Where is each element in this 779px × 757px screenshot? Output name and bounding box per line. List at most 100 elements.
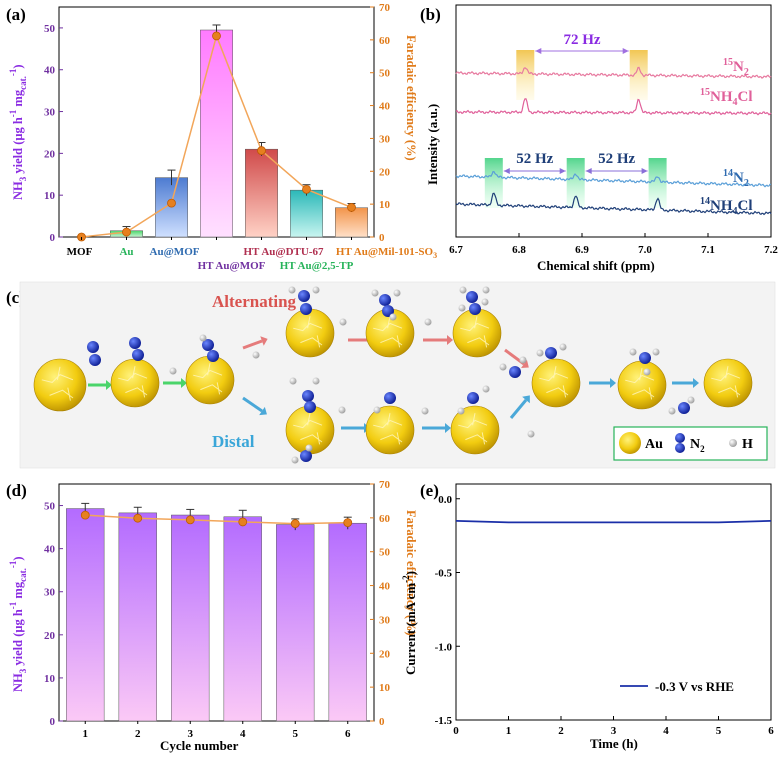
arrow-52hz-1-head-left [503, 168, 510, 174]
right-tick-label: 10 [379, 199, 391, 211]
right-tick-label: 10 [379, 682, 391, 694]
legend-h: H [742, 437, 753, 452]
h-atom [652, 348, 660, 356]
panel-a-bars [110, 24, 368, 238]
current-trace [455, 519, 772, 524]
h-atom [482, 286, 490, 294]
panel-c: (c) Alternating Distal Au N2 H [6, 281, 776, 469]
right-tick-label: 20 [379, 648, 391, 660]
left-tick-label: 0 [50, 232, 56, 244]
panel-e-legend: -0.3 V vs RHE [655, 679, 734, 694]
legend-n2: N2 [690, 437, 705, 454]
panel-d-right-axis: 0 10 20 30 40 50 60 70 [370, 479, 391, 728]
fe-point-3 [185, 515, 195, 525]
arrow-blue-4-head [693, 378, 699, 388]
nh3-leaving [300, 450, 312, 462]
au-2 [110, 358, 160, 408]
h-atom [536, 349, 544, 357]
x-tick-label: 6 [345, 728, 351, 740]
au-texture [711, 366, 741, 398]
left-tick-label: 10 [44, 190, 56, 202]
mechanism-scheme [33, 286, 753, 464]
x-tick-label: 7.0 [638, 244, 652, 256]
x-tick-label: 2 [558, 725, 564, 737]
category-label-6: HT Au@2,5-TP [280, 260, 354, 272]
h-atom [312, 377, 320, 385]
x-tick-label: 6.9 [575, 244, 589, 256]
h-atom [519, 356, 527, 364]
n-atom [639, 352, 651, 364]
bar-6 [328, 522, 367, 722]
au-texture [373, 413, 403, 445]
n-atom [467, 392, 479, 404]
panel-b-spectra [455, 66, 772, 216]
n-atom [469, 303, 481, 315]
highlight-14n-1 [484, 158, 503, 208]
au-6 [452, 308, 502, 358]
au-4 [285, 308, 335, 358]
au-texture [41, 366, 74, 401]
bar-5 [276, 524, 315, 722]
arrow-red-2-head [447, 335, 453, 345]
category-label-1: MOF [67, 246, 93, 258]
right-tick-label: 50 [379, 68, 391, 80]
fe-point-7 [347, 203, 356, 212]
spectrum-2 [455, 98, 772, 116]
au-10 [531, 358, 581, 408]
fe-point-4 [238, 517, 248, 527]
panel-e-axes: 0 1 2 3 4 5 6 0.0 -0.5 -1.0 -1.5 [435, 494, 775, 737]
bar-1 [66, 508, 105, 722]
category-label-2: Au [119, 246, 133, 258]
bar-3 [171, 514, 210, 722]
panel-d-xaxis: 1 2 3 4 5 6 [83, 721, 351, 740]
au-texture [539, 366, 569, 398]
right-tick-label: 0 [379, 716, 385, 728]
h-atom [668, 407, 676, 415]
label-14nh4cl: 14NH4Cl [700, 196, 753, 217]
au-11 [617, 360, 667, 410]
panel-b-ylabel: Intensity (a.u.) [425, 104, 440, 185]
arrow-72hz-head-left [535, 48, 542, 54]
left-tick-label: 0 [50, 716, 56, 728]
x-tick-label: 3 [611, 725, 617, 737]
au-texture [293, 316, 323, 348]
x-tick-label: 4 [663, 725, 669, 737]
bar-5 [245, 148, 278, 238]
arrow-red-up [242, 339, 263, 350]
fe-point-4 [212, 31, 221, 41]
x-tick-label: 0 [453, 725, 459, 737]
n-atom [87, 341, 99, 353]
n-atom [202, 339, 214, 351]
arrow-red-up-head [260, 336, 268, 346]
bar-6 [290, 189, 323, 238]
x-tick-label: 2 [135, 728, 141, 740]
n-atom [545, 347, 557, 359]
au-sphere [33, 358, 87, 412]
fe-point-5 [290, 519, 300, 529]
panel-b: (b) 6.7 6.8 6.9 7.0 7.1 7.2 72 Hz 52 Hz 52 Hz C… [420, 4, 778, 273]
y-tick-label: -0.5 [435, 568, 453, 580]
label-distal: Distal [212, 432, 255, 451]
category-label-4: HT Au@MOF [198, 260, 266, 272]
fe-point-6 [302, 184, 311, 194]
panel-a-right-axis: 0 10 20 30 40 50 60 70 [370, 2, 391, 244]
right-tick-label: 0 [379, 232, 385, 244]
n-atom [300, 303, 312, 315]
panel-d-xlabel: Cycle number [160, 738, 239, 753]
fe-point-3 [167, 198, 176, 208]
panel-d: (d) 0 10 20 30 40 50 0 10 20 30 40 50 60 70 1 2 3 4 5 6 C… [6, 479, 418, 753]
panel-b-xaxis: 6.7 6.8 6.9 7.0 7.1 7.2 [449, 233, 778, 256]
panel-c-legend: Au N2 H [613, 426, 768, 461]
n-atom [298, 290, 310, 302]
label-72hz: 72 Hz [563, 32, 600, 48]
arrow-blue-up [509, 399, 528, 419]
n-atom [382, 305, 394, 317]
h-atom [559, 343, 567, 351]
h-atom [288, 286, 296, 294]
fe-point-2 [133, 513, 143, 523]
n-atom [384, 392, 396, 404]
x-tick-label: 5 [716, 725, 722, 737]
x-tick-label: 4 [240, 728, 246, 740]
n-atom [302, 390, 314, 402]
arrow-72hz-head-right [622, 48, 629, 54]
